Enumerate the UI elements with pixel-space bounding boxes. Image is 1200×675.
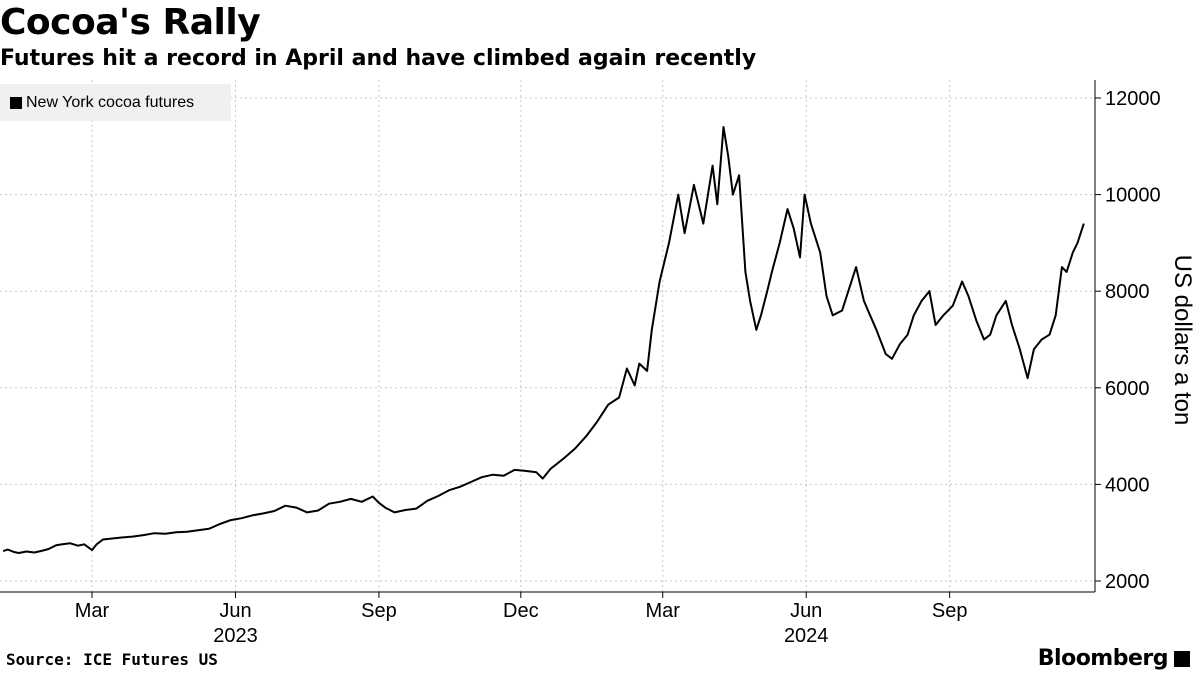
y-tick-label: 2000	[1105, 571, 1150, 593]
chart-title: Cocoa's Rally	[0, 2, 261, 43]
x-tick-label: Mar	[75, 600, 110, 622]
x-year-label: 2024	[784, 625, 829, 647]
gridlines	[0, 80, 1095, 592]
series-layer	[2, 126, 1085, 554]
brand-name: Bloomberg	[1037, 646, 1169, 671]
y-axis-label: US dollars a ton	[1169, 255, 1196, 426]
x-tick-label: Sep	[932, 600, 968, 622]
source-note: Source: ICE Futures US	[6, 650, 218, 669]
y-tick-label: 12000	[1105, 88, 1161, 110]
x-tick-label: Dec	[503, 600, 539, 622]
x-year-label: 2023	[213, 625, 258, 647]
y-tick-label: 10000	[1105, 185, 1161, 207]
y-tick-label: 4000	[1105, 474, 1150, 496]
legend: New York cocoa futures	[0, 84, 231, 121]
y-tick-label: 6000	[1105, 378, 1150, 400]
axes	[0, 80, 1101, 598]
y-tick-label: 8000	[1105, 281, 1150, 303]
tick-labels: 2000 4000 6000 8000 10000 12000 Mar Jun Sep Dec Ma…	[75, 88, 1161, 647]
legend-swatch	[10, 96, 22, 109]
x-tick-label: Mar	[646, 600, 681, 622]
bloomberg-mark-icon	[1174, 650, 1190, 667]
brand-logo: Bloomberg	[1038, 646, 1190, 671]
legend-label: New York cocoa futures	[26, 93, 195, 111]
x-tick-label: Sep	[361, 600, 397, 622]
x-tick-label: Jun	[790, 600, 822, 622]
chart-subtitle: Futures hit a record in April and have c…	[0, 46, 757, 71]
series-line	[2, 126, 1085, 554]
x-tick-label: Jun	[219, 600, 251, 622]
